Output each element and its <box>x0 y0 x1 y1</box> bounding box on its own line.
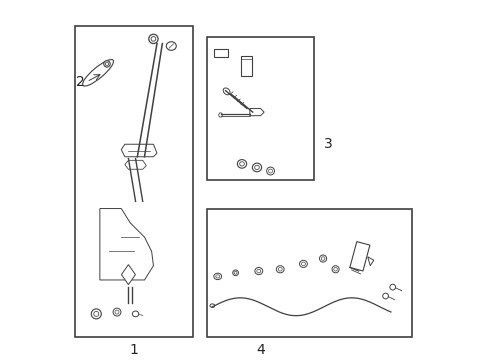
Ellipse shape <box>82 59 113 86</box>
Ellipse shape <box>278 267 282 271</box>
Polygon shape <box>249 108 264 116</box>
Ellipse shape <box>166 42 176 50</box>
Ellipse shape <box>91 309 101 319</box>
Ellipse shape <box>389 284 395 290</box>
Bar <box>349 242 369 271</box>
Ellipse shape <box>213 273 221 280</box>
Ellipse shape <box>94 311 99 316</box>
Ellipse shape <box>301 262 305 266</box>
Ellipse shape <box>103 61 110 67</box>
Ellipse shape <box>115 310 119 314</box>
Bar <box>241 56 251 76</box>
Bar <box>214 49 227 57</box>
Text: 3: 3 <box>323 137 332 151</box>
Polygon shape <box>124 160 146 169</box>
Ellipse shape <box>331 266 339 273</box>
Ellipse shape <box>254 165 259 170</box>
Ellipse shape <box>223 88 230 95</box>
Ellipse shape <box>234 271 237 274</box>
Text: 2: 2 <box>76 75 84 89</box>
Ellipse shape <box>218 113 222 117</box>
Ellipse shape <box>382 293 387 299</box>
Ellipse shape <box>215 275 219 278</box>
Ellipse shape <box>266 167 274 175</box>
Ellipse shape <box>276 266 284 273</box>
Ellipse shape <box>237 159 246 168</box>
Ellipse shape <box>268 169 272 173</box>
Ellipse shape <box>333 267 337 271</box>
Ellipse shape <box>299 260 307 267</box>
Ellipse shape <box>321 257 324 260</box>
Bar <box>75 26 192 337</box>
Text: 1: 1 <box>129 343 138 357</box>
Bar <box>206 37 313 180</box>
Ellipse shape <box>239 162 244 166</box>
Bar <box>206 208 411 337</box>
Ellipse shape <box>232 270 238 276</box>
Ellipse shape <box>105 62 108 66</box>
Ellipse shape <box>151 37 156 41</box>
Ellipse shape <box>319 255 326 262</box>
Text: 4: 4 <box>256 343 264 357</box>
Ellipse shape <box>148 34 158 44</box>
Ellipse shape <box>210 304 214 307</box>
Polygon shape <box>121 265 135 285</box>
Polygon shape <box>100 208 153 280</box>
Ellipse shape <box>254 267 262 275</box>
Ellipse shape <box>256 269 260 273</box>
Ellipse shape <box>113 308 121 316</box>
Ellipse shape <box>132 311 139 317</box>
Polygon shape <box>121 144 157 157</box>
Ellipse shape <box>252 163 261 172</box>
Polygon shape <box>367 257 373 266</box>
